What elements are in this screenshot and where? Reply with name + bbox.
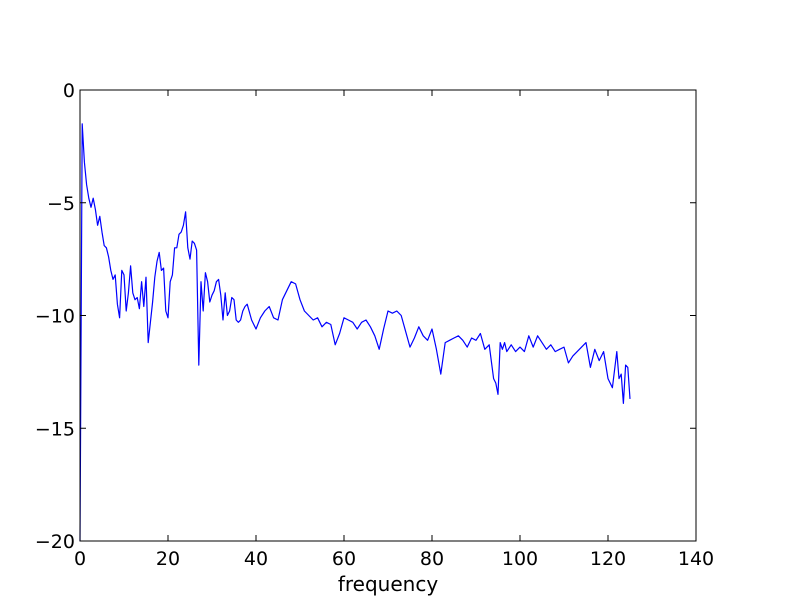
x-tick-label: 80 (420, 548, 444, 570)
x-axis-ticks: 0 20 40 60 80 100 120 140 (74, 90, 714, 570)
y-tick-label: −5 (47, 193, 75, 215)
x-tick-label: 60 (332, 548, 356, 570)
y-tick-label: −20 (35, 531, 75, 553)
x-tick-label: 40 (244, 548, 268, 570)
x-tick-label: 120 (590, 548, 626, 570)
y-tick-label: −10 (35, 306, 75, 328)
y-tick-label: −15 (35, 418, 75, 440)
x-tick-label: 0 (74, 548, 86, 570)
y-axis-ticks: 0 −5 −10 −15 −20 (35, 80, 696, 553)
x-tick-label: 140 (678, 548, 714, 570)
x-tick-label: 20 (156, 548, 180, 570)
x-tick-label: 100 (502, 548, 538, 570)
series-line (79, 123, 631, 542)
plot-area (80, 90, 696, 541)
y-tick-label: 0 (63, 80, 75, 102)
x-axis-label: frequency (338, 572, 438, 596)
